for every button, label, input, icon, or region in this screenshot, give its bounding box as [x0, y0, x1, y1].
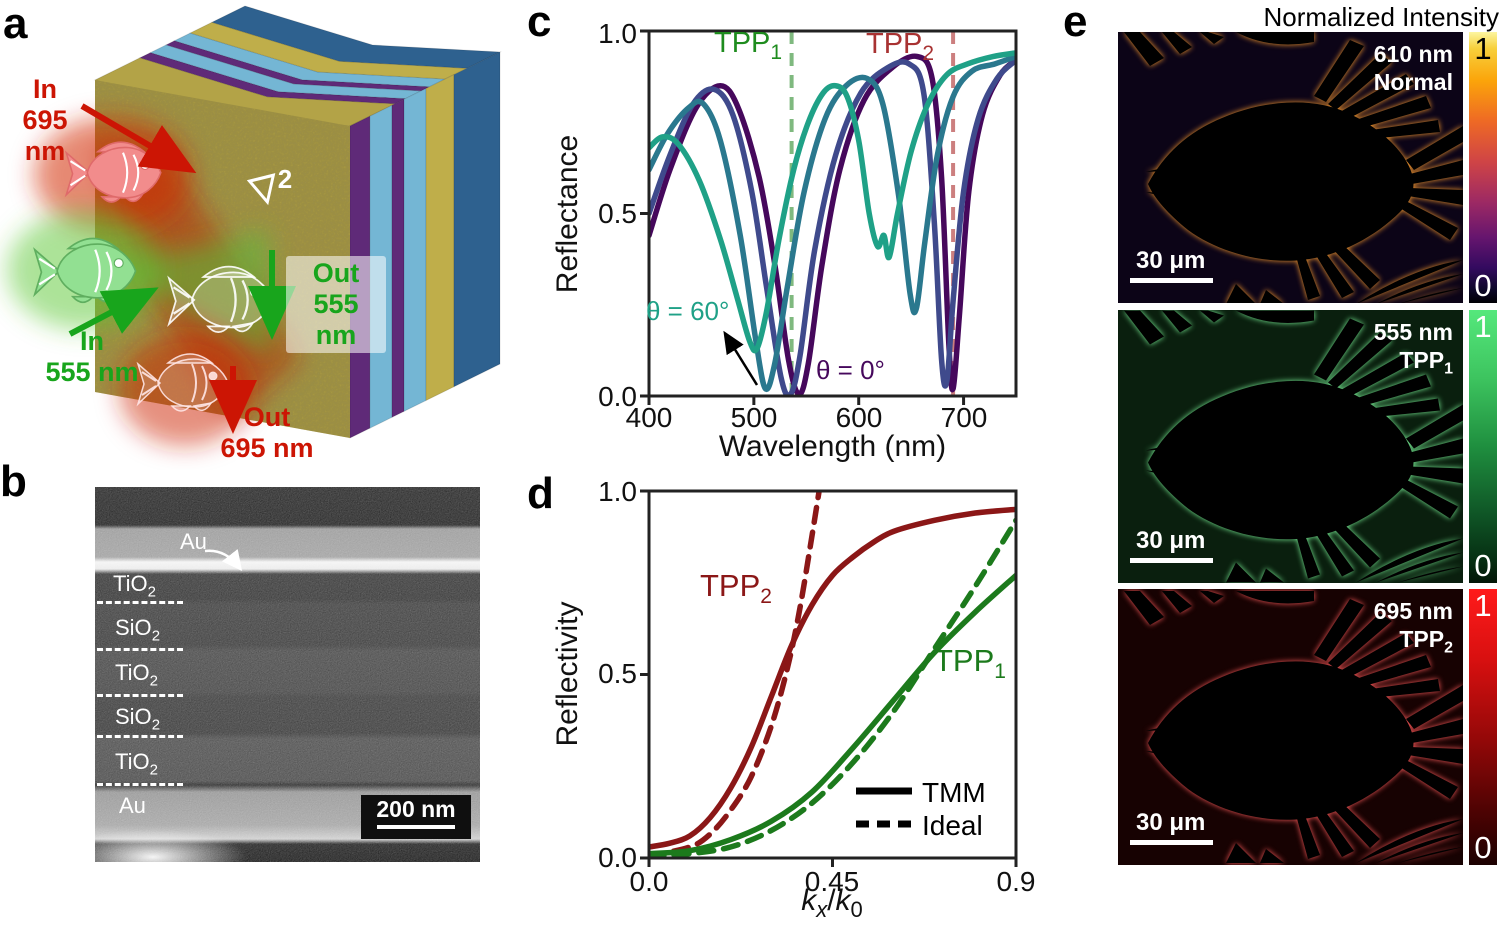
d-ann-tpp2: TPP2	[700, 568, 772, 609]
panel-label-d: d	[527, 469, 554, 518]
c-ytick-05: 0.5	[598, 198, 637, 229]
layer-divider	[97, 601, 183, 604]
d-xlabel: kx/k0	[801, 884, 863, 922]
sem-image: Au TiO2 SiO2 TiO2 SiO2 TiO2 Au 200 nm	[95, 487, 480, 862]
d-xtick-045: 0.45	[804, 866, 860, 897]
series-intermediate-angle-1	[649, 57, 1016, 396]
legend-ideal: Ideal	[922, 810, 983, 841]
panel-label-e: e	[1063, 0, 1088, 46]
d-ytick-1: 1.0	[598, 476, 637, 507]
c-ylabel: Reflectance	[551, 134, 584, 294]
theta60-arrow	[723, 330, 759, 386]
e-title: Normalized Intensity	[1263, 2, 1499, 32]
series-tpp2-tmm	[649, 506, 1016, 850]
scale-bar-200nm: 200 nm	[361, 795, 471, 839]
label-out-555: Out 555 nm	[286, 256, 386, 353]
c-xtick-700: 700	[940, 402, 988, 433]
image-label-695: 695 nm TPP2	[1373, 598, 1453, 657]
d-ytick-0: 0.0	[598, 842, 637, 873]
colorbar-green: 1 0	[1469, 310, 1497, 583]
cube-mark: ▽2	[245, 164, 293, 212]
image-label-555: 555 nm TPP1	[1373, 319, 1453, 378]
layer-divider	[97, 783, 183, 786]
c-ann-tpp2: TPP2	[866, 28, 935, 65]
micro-image-695nm: 695 nm TPP2 30 μm	[1118, 589, 1463, 865]
d-ylabel: Reflectivity	[551, 601, 584, 747]
label-sio2-1: SiO2	[115, 615, 161, 645]
scale-bar	[1130, 558, 1213, 563]
c-ytick-1: 1.0	[598, 18, 637, 49]
label-in-555: In 555 nm	[45, 326, 139, 387]
label-tio2-1: TiO2	[113, 571, 156, 601]
label-sio2-2: SiO2	[115, 704, 161, 734]
d-ann-tpp1: TPP1	[934, 643, 1006, 684]
series--60-	[649, 50, 1016, 354]
scale-bar-text: 30 μm	[1136, 809, 1206, 836]
series-tpp1-tmm	[649, 572, 1016, 857]
legend-tmm: TMM	[922, 777, 986, 808]
micro-image-610nm: 610 nm Normal 30 μm	[1118, 32, 1463, 303]
scale-bar-text: 30 μm	[1136, 527, 1206, 554]
layer-divider	[97, 694, 183, 697]
c-xtick-400: 400	[625, 402, 673, 433]
reflectance-chart	[640, 29, 1018, 405]
scale-bar	[1130, 840, 1213, 845]
image-label-610: 610 nm Normal	[1373, 41, 1453, 95]
scale-bar-text: 30 μm	[1136, 247, 1206, 274]
c-ann-theta60: θ = 60°	[646, 296, 730, 326]
c-ytick-0: 0.0	[598, 381, 637, 412]
colorbar-inferno: 1 0	[1469, 32, 1497, 303]
label-au-top: Au	[180, 529, 207, 554]
layer-divider	[97, 648, 183, 651]
label-out-695: Out 695 nm	[220, 402, 314, 463]
panel-label-b: b	[0, 457, 27, 506]
c-ann-theta0: θ = 0°	[816, 355, 885, 385]
label-tio2-2: TiO2	[115, 660, 158, 690]
multilayer-cube-illustration: .fbody{fill:var(--fb);stroke:var(--fs);s…	[7, 5, 502, 446]
series-tpp1-ideal	[649, 517, 1016, 858]
au-arrow-icon	[204, 549, 243, 571]
scale-bar	[1130, 278, 1213, 283]
label-tio2-3: TiO2	[115, 749, 158, 779]
series-intermediate-angle-2	[649, 53, 1016, 393]
reflectivity-chart	[640, 489, 1018, 867]
series-tpp2-ideal	[649, 491, 822, 858]
d-ytick-05: 0.5	[598, 658, 637, 689]
c-ann-tpp1: TPP1	[714, 27, 783, 64]
c-xlabel: Wavelength (nm)	[718, 430, 947, 463]
arrow-in-555	[68, 287, 159, 337]
panel-label-a: a	[3, 0, 28, 48]
c-xtick-500: 500	[730, 402, 778, 433]
colorbar-red: 1 0	[1469, 589, 1497, 865]
arrow-in-695	[80, 103, 197, 174]
label-in-695: In 695 nm	[22, 74, 68, 166]
panel-label-c: c	[527, 0, 552, 46]
d-xtick-0: 0.0	[629, 866, 669, 897]
label-au-bottom: Au	[119, 793, 146, 818]
c-xtick-600: 600	[835, 402, 883, 433]
micro-image-555nm: 555 nm TPP1 30 μm	[1118, 310, 1463, 583]
layer-divider	[97, 735, 183, 738]
d-xtick-09: 0.9	[996, 866, 1036, 897]
